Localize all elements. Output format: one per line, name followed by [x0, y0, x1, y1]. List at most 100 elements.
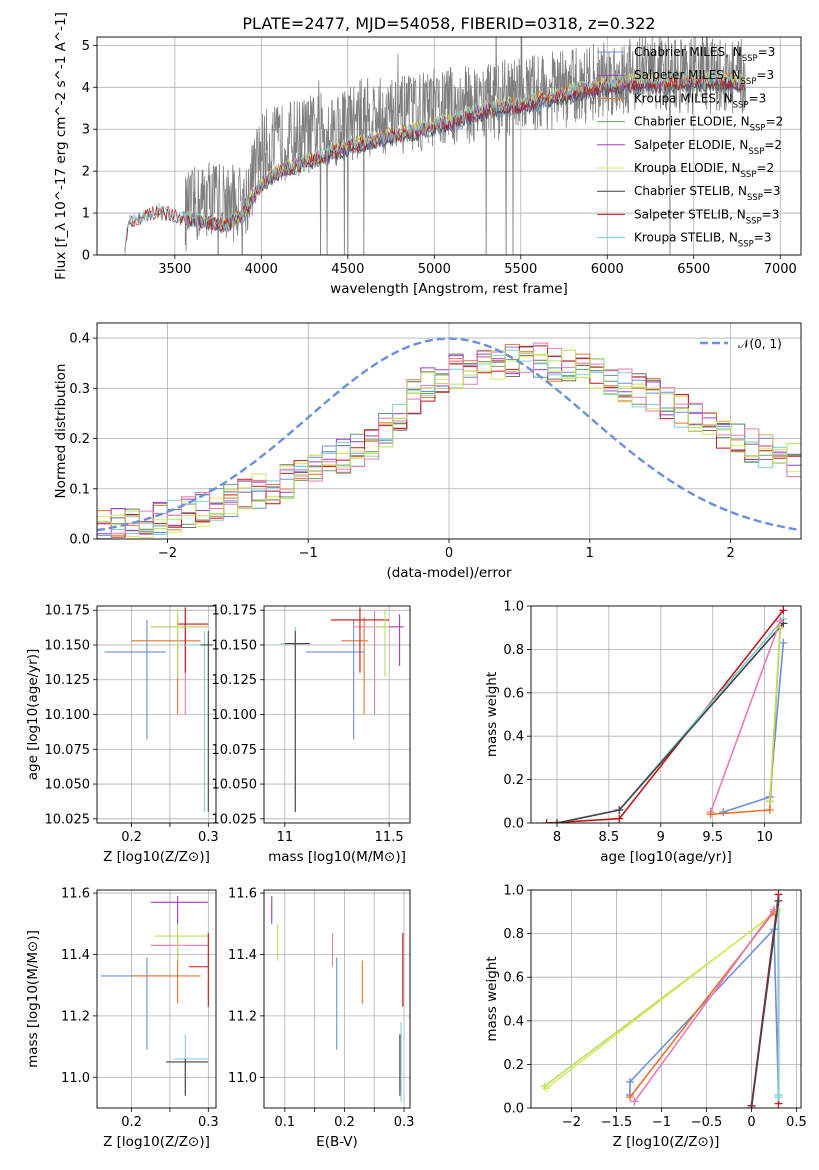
y-tick-label: 10.075 [212, 743, 258, 758]
weight-series-1 [546, 609, 784, 823]
axes-frame [96, 605, 217, 824]
legend-sub: SSP [750, 124, 766, 134]
y-axis-label: age [log10(age/yr)] [25, 649, 41, 781]
model-spectrum-8 [124, 74, 746, 255]
x-axis-label: mass [log10(M/M⊙)] [268, 849, 406, 865]
x-tick-label: 7000 [764, 262, 797, 277]
y-tick-label: 11.6 [61, 887, 90, 902]
model-spectrum-7 [124, 77, 746, 252]
weight-point [552, 819, 561, 823]
y-tick-label: 11.4 [228, 948, 257, 963]
y-tick-label: 10.125 [212, 673, 258, 688]
weight-point [776, 623, 785, 632]
plot-area [280, 607, 404, 812]
x-axis-label: wavelength [Angstrom, rest frame] [330, 281, 568, 297]
panel-age_vs_Z: 0.2 0.3 10.025 10.050 10.075 10.100 10.125 10.1… [25, 604, 219, 865]
y-tick-label: 10.100 [212, 708, 258, 723]
x-tick-label: 0.2 [121, 1115, 142, 1130]
errorbar-point [150, 608, 209, 677]
weight-point [542, 1084, 551, 1093]
y-tick-label: 10.100 [45, 708, 91, 723]
y-tick-label: 0.0 [503, 817, 524, 832]
errorbar-point [150, 932, 209, 961]
y-tick-label: 1.0 [503, 884, 524, 899]
x-tick-label: 9 [657, 830, 665, 845]
legend-entry: Salpeter MILES, NSSP=3 [634, 68, 774, 87]
axes-frame [530, 889, 802, 1109]
legend-label: Salpeter STELIB, N [634, 207, 746, 221]
y-tick-label: 10.175 [212, 604, 258, 619]
y-tick-label: 1 [82, 207, 90, 222]
legend-entry: Kroupa STELIB, NSSP=3 [634, 231, 772, 250]
x-tick-label: −0.5 [691, 1115, 723, 1130]
weight-series-3 [545, 908, 779, 1090]
y-tick-label: 0.6 [503, 686, 524, 701]
y-tick-label: 0.2 [503, 773, 524, 788]
legend-label: Salpeter MILES, N [634, 68, 741, 82]
legend-entry: Chabrier MILES, NSSP=3 [634, 45, 775, 64]
x-tick-label: 9.5 [702, 830, 723, 845]
legend-sub: SSP [741, 77, 757, 87]
errorbar-point [104, 619, 167, 740]
errorbar-point [131, 617, 201, 715]
x-tick-label: 2 [726, 546, 734, 561]
y-tick-label: 4 [82, 81, 90, 96]
x-axis-label: Z [log10(Z/Z⊙)] [103, 1134, 210, 1150]
y-axis-label: mass weight [484, 672, 500, 757]
x-tick-label: −2 [158, 546, 177, 561]
x-tick-label: 6000 [591, 262, 624, 277]
errorbar-point [389, 614, 404, 666]
legend-label: Kroupa ELODIE, N [634, 161, 741, 175]
plot-area [542, 606, 788, 823]
x-tick-label: −2 [562, 1115, 581, 1130]
y-axis: 0.0 0.1 0.2 0.3 0.4 [69, 332, 97, 548]
weight-point [779, 638, 788, 647]
y-tick-label: 11.6 [228, 887, 257, 902]
y-axis: 0 1 2 3 4 5 [82, 39, 97, 264]
plot-area [104, 607, 213, 812]
legend-suffix: =2 [766, 115, 784, 129]
weight-point [706, 810, 715, 819]
legend-label: Chabrier ELODIE, N [634, 115, 750, 129]
errorbar-point [166, 1058, 209, 1096]
errorbar-point [177, 607, 209, 673]
x-tick-label: 11 [277, 830, 294, 845]
legend-suffix: =2 [764, 138, 782, 152]
y-tick-label: 0.4 [69, 332, 90, 347]
y-tick-label: 10.025 [212, 812, 258, 827]
axes-frame [96, 36, 802, 256]
legend-label: Chabrier MILES, N [634, 45, 742, 59]
x-tick-label: 0.2 [121, 830, 142, 845]
x-axis: 0.2 0.3 [121, 1108, 219, 1130]
y-tick-label: 10.050 [45, 778, 91, 793]
weight-series-6 [633, 909, 775, 1102]
x-axis-label: age [log10(age/yr)] [600, 849, 732, 865]
y-tick-label: 10.150 [45, 638, 91, 653]
x-tick-label: 0.3 [198, 830, 219, 845]
errorbar-point [154, 917, 209, 961]
axes-frame [263, 889, 411, 1109]
grid [97, 606, 216, 823]
y-tick-label: 0.8 [503, 927, 524, 942]
x-axis: 0.2 0.3 [121, 823, 219, 845]
legend-sub: SSP [738, 240, 754, 250]
weight-point [630, 1097, 639, 1106]
x-axis: −2 −1 0 1 2 [158, 539, 735, 561]
weight-series-8 [750, 900, 780, 1108]
y-axis-label: Normed distribution [53, 364, 69, 499]
observed-spectrum [184, 37, 746, 255]
errorbar-point [200, 631, 213, 812]
legend-suffix: =3 [754, 231, 772, 245]
legend-sub: SSP [747, 193, 763, 203]
y-axis-label: mass [log10(M/M⊙)] [25, 930, 41, 1068]
legend-label: Chabrier STELIB, N [634, 184, 747, 198]
y-tick-label: 0.4 [503, 730, 524, 745]
y-tick-label: 0.6 [503, 971, 524, 986]
x-axis-label: (data-model)/error [386, 565, 512, 581]
errorbar-point [189, 932, 209, 1007]
y-axis: 11.0 11.2 11.4 11.6 [61, 887, 97, 1086]
y-tick-label: 11.2 [228, 1009, 257, 1024]
y-tick-label: 1.0 [503, 600, 524, 615]
x-tick-label: 5500 [504, 262, 537, 277]
legend-entry: Salpeter ELODIE, NSSP=2 [634, 138, 782, 157]
